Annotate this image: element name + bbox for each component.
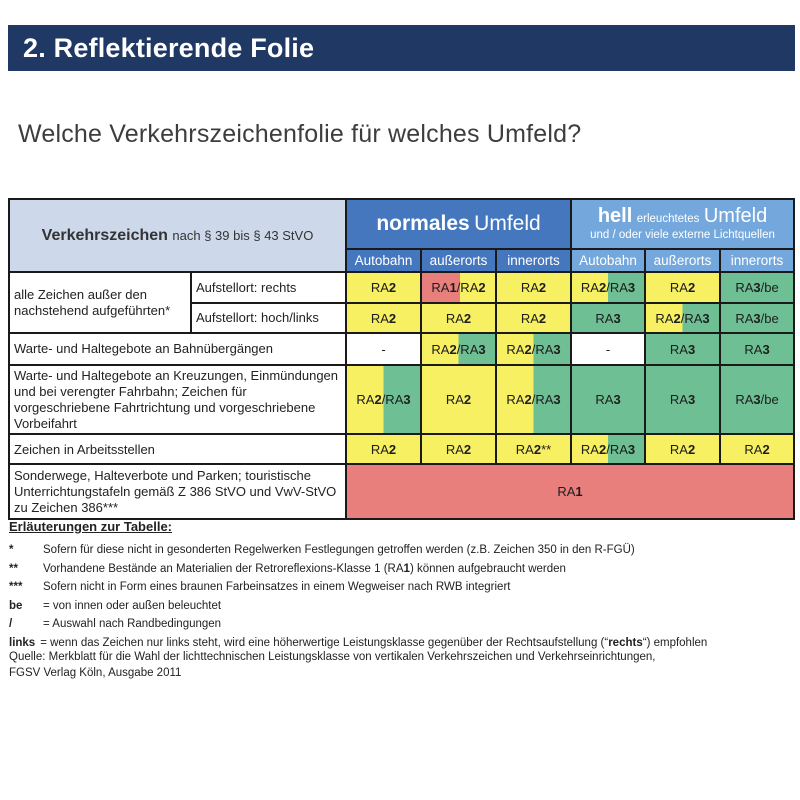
note-item: ** Vorhandene Bestände an Materialien de… xyxy=(9,560,793,579)
note-text-pre: Sofern nicht in Form eines braunen Farbe… xyxy=(43,581,511,593)
group-hell-mid: erleuchtetes xyxy=(636,213,700,226)
column-header-innerorts-hell: innerorts xyxy=(719,248,796,273)
source-line-1: Quelle: Merkblatt für die Wahl der licht… xyxy=(9,651,656,663)
ra-cell: - xyxy=(345,332,422,366)
source-line-2: FGSV Verlag Köln, Ausgabe 2011 xyxy=(9,667,182,679)
table-row: alle Zeichen außer den nachstehend aufge… xyxy=(8,271,796,334)
group-header-normales-umfeld: normales Umfeld xyxy=(344,198,573,250)
ra-cell: RA2/RA3 xyxy=(420,332,497,366)
ra-cell: RA2 xyxy=(345,433,422,466)
ra-cell: - xyxy=(570,332,647,366)
column-header-autobahn-hell: Autobahn xyxy=(570,248,647,273)
corner-header-bold: Verkehrszeichen xyxy=(41,226,168,244)
foil-selection-table: Verkehrszeichen nach § 39 bis § 43 StVO … xyxy=(8,198,796,521)
ra-cell: RA3 xyxy=(719,332,796,366)
note-text: = Auswahl nach Randbedingungen xyxy=(43,615,221,634)
column-header-ausserorts-hell: außerorts xyxy=(644,248,722,273)
ra-cell: RA2/RA3 xyxy=(494,363,573,436)
note-text: Sofern für diese nicht in gesonderten Re… xyxy=(43,541,635,560)
note-marker: * xyxy=(9,544,14,556)
ra-cell: RA2 xyxy=(420,363,497,436)
column-header-autobahn-normal: Autobahn xyxy=(345,248,422,273)
note-item: / = Auswahl nach Randbedingungen xyxy=(9,615,793,634)
table-row: Sonderwege, Halteverbote und Parken; tou… xyxy=(8,463,796,521)
note-text-post: “) empfohlen xyxy=(642,636,708,649)
note-text-post: ) können aufgebraucht werden xyxy=(409,562,566,575)
ra-cell: RA1/RA2 xyxy=(420,271,497,304)
ra-cell-span-ra1: RA1 xyxy=(344,463,796,521)
source-reference: Quelle: Merkblatt für die Wahl der licht… xyxy=(9,649,655,681)
note-text-pre: = von innen oder außen beleuchtet xyxy=(43,599,222,612)
note-text-bold: rechts xyxy=(608,636,643,649)
ra-cell: RA3/be xyxy=(719,363,796,436)
title-bar: 2. Reflektierende Folie xyxy=(8,25,795,71)
note-text-bold: 1 xyxy=(403,562,410,575)
row-label-alle-zeichen: alle Zeichen außer den nachstehend aufge… xyxy=(8,271,192,334)
note-text-pre: = wenn das Zeichen nur links steht, wird… xyxy=(40,636,609,649)
ra-cell: RA2 xyxy=(719,433,796,466)
ra-cell: RA2/RA3 xyxy=(570,271,647,304)
group-hell-bold: hell xyxy=(597,205,633,228)
note-item: * Sofern für diese nicht in gesonderten … xyxy=(9,541,793,560)
note-marker: ** xyxy=(9,562,18,575)
note-marker: *** xyxy=(9,581,23,593)
ra-cell: RA3/be xyxy=(719,302,796,334)
note-item: links = wenn das Zeichen nur links steht… xyxy=(9,634,793,653)
page-question-heading: Welche Verkehrszeichenfolie für welches … xyxy=(18,120,582,148)
ra-cell: RA2 xyxy=(644,433,722,466)
ra-cell: RA2 xyxy=(345,271,422,304)
ra-cell: RA2 xyxy=(420,433,497,466)
ra-cell: RA3 xyxy=(644,363,722,436)
ra-cell: RA2 xyxy=(644,271,722,304)
row-sublabel-aufstellort-rechts: Aufstellort: rechts xyxy=(190,271,347,304)
ra-cell: RA2/RA3 xyxy=(570,433,647,466)
note-marker: be xyxy=(9,599,23,612)
note-marker: / xyxy=(9,618,13,630)
ra-cell: RA2 xyxy=(494,271,573,304)
column-header-ausserorts-normal: außerorts xyxy=(420,248,497,273)
title-bar-text: 2. Reflektierende Folie xyxy=(23,32,315,63)
group-hell-subline: und / oder viele externe Lichtquellen xyxy=(590,229,775,242)
row-label-bahnuebergaenge: Warte- und Haltegebote an Bahnübergängen xyxy=(8,332,347,366)
table-row: Warte- und Haltegebote an Bahnübergängen… xyxy=(8,332,796,366)
note-text-pre: Vorhandene Bestände an Materialien der R… xyxy=(43,562,404,575)
ra-cell: RA3 xyxy=(644,332,722,366)
note-text: Sofern nicht in Form eines braunen Farbe… xyxy=(43,578,510,597)
table-row: Aufstellort: hoch/links RA2 RA2 RA2 RA3 … xyxy=(9,302,796,334)
row-label-kreuzungen: Warte- und Haltegebote an Kreuzungen, Ei… xyxy=(8,363,347,436)
row-label-sonderwege: Sonderwege, Halteverbote und Parken; tou… xyxy=(8,463,347,521)
table-notes: Erläuterungen zur Tabelle: * Sofern für … xyxy=(9,519,793,652)
corner-header-verkehrszeichen: Verkehrszeichen nach § 39 bis § 43 StVO xyxy=(8,198,347,273)
group-hell-line1: hell erleuchtetes Umfeld xyxy=(576,205,789,228)
ra-cell: RA3 xyxy=(570,302,647,334)
notes-heading: Erläuterungen zur Tabelle: xyxy=(9,519,173,534)
ra-cell: RA2/RA3 xyxy=(345,363,422,436)
table-row: Zeichen in Arbeitsstellen RA2 RA2 RA2** … xyxy=(8,433,796,466)
note-marker: links xyxy=(9,636,36,649)
note-text: Vorhandene Bestände an Materialien der R… xyxy=(43,560,566,579)
ra-cell: RA2/RA3 xyxy=(494,332,573,366)
note-item: *** Sofern nicht in Form eines braunen F… xyxy=(9,578,793,597)
ra-cell: RA2 xyxy=(420,302,497,334)
table-row: Warte- und Haltegebote an Kreuzungen, Ei… xyxy=(8,363,796,436)
corner-header-rest: nach § 39 bis § 43 StVO xyxy=(172,227,314,243)
ra-cell: RA2/RA3 xyxy=(644,302,722,334)
ra-cell: RA2 xyxy=(494,302,573,334)
group-normal-bold: normales xyxy=(376,212,470,235)
note-item: be = von innen oder außen beleuchtet xyxy=(9,597,793,616)
group-header-hell-umfeld: hell erleuchtetes Umfeld und / oder viel… xyxy=(570,198,796,250)
group-normal-rest: Umfeld xyxy=(474,212,541,235)
note-text-pre: Sofern für diese nicht in gesonderten Re… xyxy=(43,544,635,556)
note-text-pre: = Auswahl nach Randbedingungen xyxy=(43,618,222,630)
ra-cell: RA3 xyxy=(570,363,647,436)
group-hell-rest: Umfeld xyxy=(703,205,768,228)
row-sublabel-aufstellort-hoch-links: Aufstellort: hoch/links xyxy=(190,302,347,334)
ra-cell: RA3/be xyxy=(719,271,796,304)
ra-cell: RA2** xyxy=(494,433,573,466)
row-label-arbeitsstellen: Zeichen in Arbeitsstellen xyxy=(8,433,347,466)
note-text: = wenn das Zeichen nur links steht, wird… xyxy=(40,634,707,653)
column-header-innerorts-normal: innerorts xyxy=(494,248,573,273)
ra-cell: RA2 xyxy=(345,302,422,334)
note-text: = von innen oder außen beleuchtet xyxy=(43,597,221,616)
